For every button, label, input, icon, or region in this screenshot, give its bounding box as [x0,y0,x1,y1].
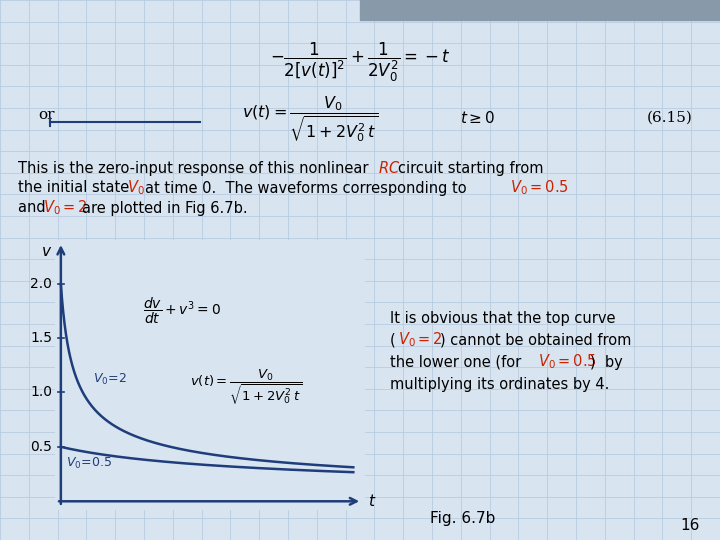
Text: the initial state: the initial state [18,180,138,195]
Text: $\mathit{V_0{=}0.5}$: $\mathit{V_0{=}0.5}$ [538,353,597,372]
Text: multiplying its ordinates by 4.: multiplying its ordinates by 4. [390,376,609,392]
Text: $-\dfrac{1}{2\left[v(t)\right]^2} + \dfrac{1}{2V_0^2} = -t$: $-\dfrac{1}{2\left[v(t)\right]^2} + \dfr… [270,40,450,84]
Text: $\dfrac{dv}{dt} + v^3 = 0$: $\dfrac{dv}{dt} + v^3 = 0$ [143,295,221,326]
Text: $v$: $v$ [40,246,52,259]
Text: )  by: ) by [590,354,623,369]
Text: $t$: $t$ [368,494,377,509]
Text: $t \geq 0$: $t \geq 0$ [460,110,495,126]
Text: $\mathit{V_0{=}0.5}$: $\mathit{V_0{=}0.5}$ [510,179,569,197]
Text: $\mathit{V_0}$: $\mathit{V_0}$ [127,179,145,197]
Text: circuit starting from: circuit starting from [398,160,544,176]
Text: or: or [38,108,55,122]
Text: $\mathit{V_0{=}2}$: $\mathit{V_0{=}2}$ [398,330,443,349]
Text: (: ( [390,333,396,348]
Text: at time 0.  The waveforms corresponding to: at time 0. The waveforms corresponding t… [145,180,472,195]
Text: $V_0\!=\!2$: $V_0\!=\!2$ [93,372,127,387]
Text: the lower one (for: the lower one (for [390,354,526,369]
Text: Fig. 6.7b: Fig. 6.7b [430,510,495,525]
Text: $\mathit{V_0{=}2}$: $\mathit{V_0{=}2}$ [43,199,88,217]
Text: $v(t) = \dfrac{V_0}{\sqrt{1+2V_0^2\,t}}$: $v(t) = \dfrac{V_0}{\sqrt{1+2V_0^2\,t}}$ [189,368,302,407]
Text: ) cannot be obtained from: ) cannot be obtained from [440,333,631,348]
Bar [360,0,720,20]
Text: 1.0: 1.0 [30,386,52,400]
Text: 16: 16 [680,517,700,532]
Text: $V_0\!=\!0.5$: $V_0\!=\!0.5$ [66,456,112,471]
Text: $v(t) = \dfrac{V_0}{\sqrt{1+2V_0^2\,t}}$: $v(t) = \dfrac{V_0}{\sqrt{1+2V_0^2\,t}}$ [242,95,378,145]
Text: (6.15): (6.15) [647,111,693,125]
Text: It is obvious that the top curve: It is obvious that the top curve [390,310,616,326]
Text: and: and [18,200,50,215]
Text: 1.5: 1.5 [30,331,52,345]
Text: This is the zero-input response of this nonlinear: This is the zero-input response of this … [18,160,373,176]
Text: 2.0: 2.0 [30,276,52,291]
Text: 0.5: 0.5 [30,440,52,454]
Text: are plotted in Fig 6.7b.: are plotted in Fig 6.7b. [82,200,248,215]
Text: $\mathit{RC}$: $\mathit{RC}$ [378,160,400,176]
